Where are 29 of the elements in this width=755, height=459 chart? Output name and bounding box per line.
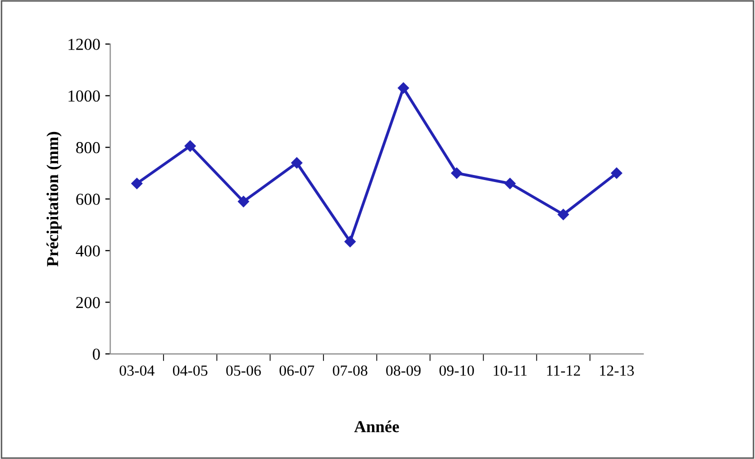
x-axis-title: Année (354, 420, 399, 432)
point (131, 178, 142, 190)
x-tick-label: 07-08 (332, 365, 368, 376)
x-tick-label: 05-06 (226, 365, 261, 376)
point (398, 82, 409, 94)
x-tick-label: 08-09 (386, 365, 421, 376)
point (451, 168, 462, 179)
point (611, 168, 622, 179)
y-tick-label: 1200 (68, 38, 100, 50)
point (291, 157, 302, 168)
x-tick-label: 09-10 (439, 365, 474, 376)
y-tick-label: 1000 (68, 90, 100, 102)
point (504, 178, 516, 190)
x-tick-label: 11-12 (547, 365, 580, 376)
y-tick-label: 600 (76, 194, 100, 205)
y-tick-label: 200 (76, 296, 100, 308)
x-tick-label: 06-07 (280, 365, 314, 376)
y-axis-title: Précipitation (mm) (46, 132, 62, 266)
point (558, 208, 569, 220)
point (344, 236, 356, 248)
x-tick-label: 03-04 (120, 365, 154, 376)
x-tick-label: 10-11 (494, 365, 527, 376)
x-tick-label: 04-05 (172, 365, 208, 376)
x-tick-label: 12-13 (600, 365, 634, 376)
y-tick-label: 800 (76, 142, 100, 154)
y-tick-label: 0 (92, 348, 100, 360)
y-tick-label: 400 (76, 245, 100, 257)
point (238, 196, 250, 208)
point (184, 140, 196, 152)
